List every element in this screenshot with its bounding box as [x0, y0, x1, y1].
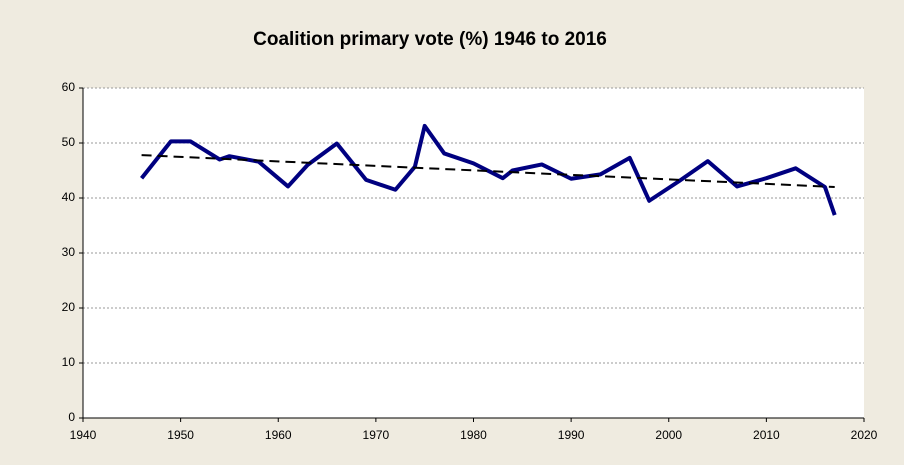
x-tick-label: 1950: [167, 428, 194, 442]
trend-line: [141, 154, 835, 188]
y-tick-label: 60: [62, 80, 76, 94]
x-tick-label: 1960: [265, 428, 292, 442]
x-tick-label: 2000: [655, 428, 682, 442]
y-tick-label: 50: [62, 135, 76, 149]
y-tick-label: 20: [62, 300, 76, 314]
y-tick-label: 30: [62, 245, 76, 259]
x-tick-label: 2010: [753, 428, 780, 442]
y-tick-label: 10: [62, 355, 76, 369]
x-tick-label: 2020: [851, 428, 878, 442]
x-tick-label: 1990: [558, 428, 585, 442]
y-tick-label: 0: [68, 410, 75, 424]
x-tick-label: 1980: [460, 428, 487, 442]
chart-title: Coalition primary vote (%) 1946 to 2016: [253, 29, 607, 50]
x-tick-label: 1940: [70, 428, 97, 442]
y-tick-label: 40: [62, 190, 76, 204]
x-tick-label: 1970: [363, 428, 390, 442]
data-line: [140, 123, 837, 216]
plot-area: [83, 88, 864, 418]
